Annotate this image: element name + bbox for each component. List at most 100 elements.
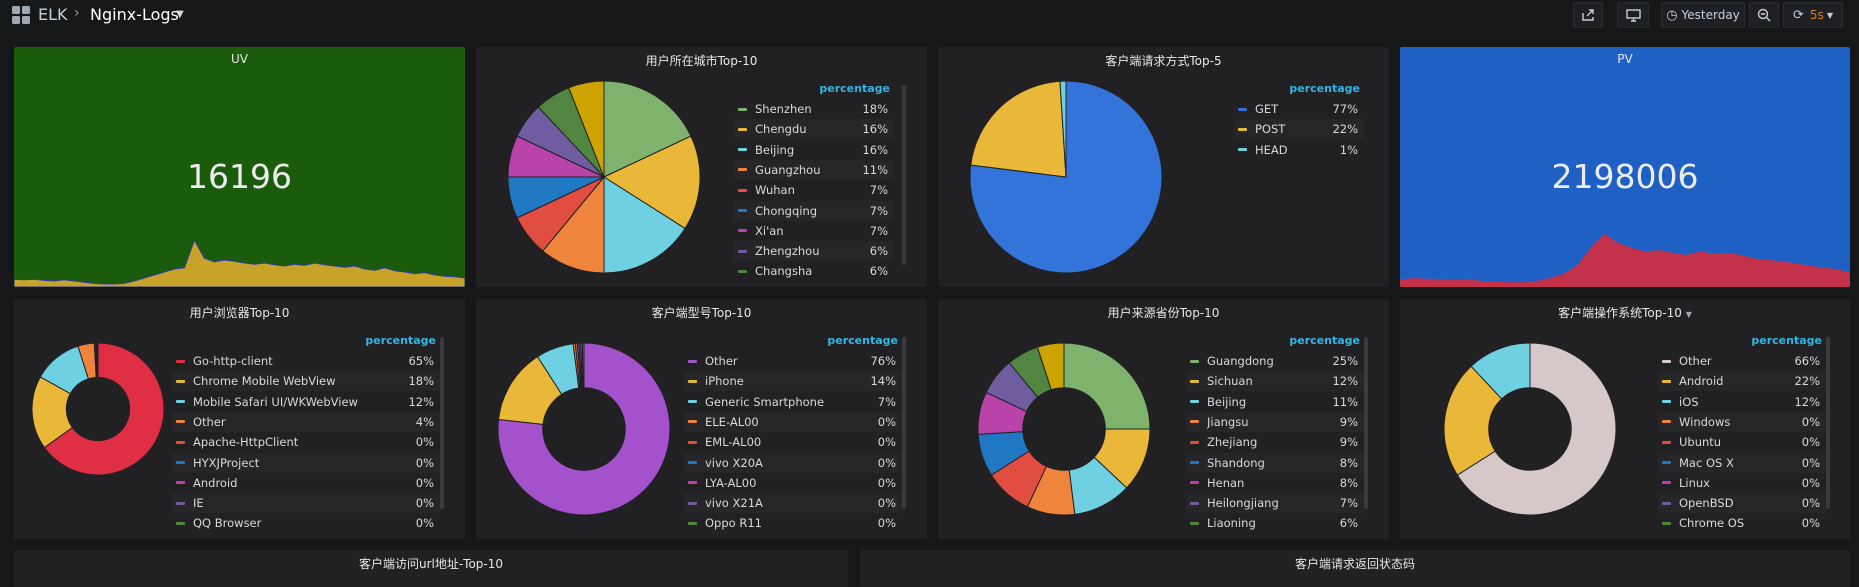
legend-scrollbar[interactable] [1826,337,1830,509]
legend-item[interactable]: Other 66% [1658,351,1826,371]
caret-down-icon: ▼ [1826,10,1833,20]
model-panel[interactable]: 客户端型号Top-10 percentage Other 76% iPhone 14% G… [476,299,927,539]
legend-item[interactable]: Mobile Safari UI/WKWebView 12% [172,392,440,412]
legend-item[interactable]: Android 0% [172,473,440,493]
legend-value: 22% [1332,122,1358,137]
legend-scrollbar[interactable] [902,85,906,265]
legend-item[interactable]: Heilongjiang 7% [1186,493,1364,514]
legend-item[interactable]: Windows 0% [1658,411,1826,432]
legend-item[interactable]: QQ Browser 0% [172,513,440,533]
legend-item[interactable]: Chrome Mobile WebView 18% [172,371,440,392]
refresh-interval[interactable]: 5s [1809,8,1824,22]
legend-item[interactable]: LYA-AL00 0% [684,473,902,493]
legend-item[interactable]: Guangzhou 11% [734,159,894,180]
legend-header[interactable]: percentage [827,334,898,347]
province-panel[interactable]: 用户来源省份Top-10 percentage Guangdong 25% Sichu… [938,299,1389,539]
slice-beijing[interactable] [603,176,686,274]
legend-item[interactable]: Zhejiang 9% [1186,432,1364,452]
legend-item[interactable]: Changsha 6% [734,261,894,281]
browser-panel[interactable]: 用户浏览器Top-10 percentage Go-http-client 65% C… [14,299,465,539]
legend-scrollbar[interactable] [440,337,444,509]
legend-item[interactable]: Beijing 16% [734,140,894,160]
pv-panel[interactable]: PV 2198006 [1400,47,1850,287]
legend-header[interactable]: percentage [1289,82,1360,95]
legend-item[interactable]: iPhone 14% [684,371,902,392]
legend-item[interactable]: Xi'an 7% [734,221,894,241]
slice-ios[interactable] [1470,342,1531,400]
legend-item[interactable]: HEAD 1% [1234,140,1364,160]
legend-item[interactable]: Other 4% [172,411,440,432]
legend-item[interactable]: Henan 8% [1186,473,1364,493]
slice-other[interactable] [497,342,671,516]
slice-go-http-client[interactable] [43,342,165,476]
caret-down-icon[interactable]: ▼ [176,9,184,20]
legend-item[interactable]: POST 22% [1234,119,1364,140]
slice-post[interactable] [970,80,1067,178]
legend-header[interactable]: percentage [1289,334,1360,347]
slice-other[interactable] [1456,342,1617,516]
legend-item[interactable]: ELE-AL00 0% [684,411,902,432]
slice-android[interactable] [1443,365,1503,476]
slice-shenzhen[interactable] [603,80,692,178]
legend-item[interactable]: HYXJProject 0% [172,452,440,473]
legend-item[interactable]: Other 76% [684,351,902,371]
legend-scrollbar[interactable] [1364,337,1368,509]
legend-item[interactable]: Oppo R11 0% [684,513,902,533]
os-panel[interactable]: 客户端操作系统Top-10 ▼ percentage Other 66% Androi… [1400,299,1850,539]
legend-item[interactable]: Wuhan 7% [734,180,894,200]
status-panel[interactable]: 客户端请求返回状态码 [860,550,1850,587]
legend-scrollbar[interactable] [902,337,906,509]
legend-item[interactable]: Liaoning 6% [1186,513,1364,533]
legend-item[interactable]: EML-AL00 0% [684,432,902,452]
legend-item[interactable]: Chongqing 7% [734,200,894,221]
legend-value: 8% [1339,455,1358,470]
zoom-out-button[interactable] [1749,2,1779,28]
slice-oppo-r11[interactable] [581,342,585,389]
caret-down-icon[interactable]: ▼ [1685,310,1692,319]
legend-item[interactable]: Shandong 8% [1186,452,1364,473]
legend-item[interactable]: Jiangsu 9% [1186,411,1364,432]
slice-chengdu[interactable] [602,135,701,230]
dashboard-title[interactable]: Nginx-Logs [90,5,179,24]
slice-guangzhou[interactable] [542,175,605,274]
legend-value: 11% [1332,394,1358,409]
method-panel[interactable]: 客户端请求方式Top-5 percentage GET 77% POST 22% HEAD… [938,47,1389,287]
breadcrumb-folder[interactable]: ELK [38,5,68,24]
slice-head[interactable] [1059,80,1067,178]
legend-item[interactable]: Shenzhen 18% [734,99,894,119]
uv-panel[interactable]: UV 16196 [14,47,465,287]
legend-item[interactable]: vivo X20A 0% [684,452,902,473]
city-panel[interactable]: 用户所在城市Top-10 percentage Shenzhen 18% Chengd… [476,47,927,287]
legend-item[interactable]: Sichuan 12% [1186,371,1364,392]
share-button[interactable] [1573,2,1603,28]
refresh-button[interactable]: ⟳ 5s ▼ [1783,2,1843,28]
legend-item[interactable]: Beijing 11% [1186,392,1364,412]
legend-item[interactable]: OpenBSD 0% [1658,493,1826,514]
legend-header[interactable]: percentage [365,334,436,347]
legend-item[interactable]: Linux 0% [1658,473,1826,493]
method-pie-chart [969,80,1163,274]
url-panel[interactable]: 客户端访问url地址-Top-10 [14,550,848,587]
legend-item[interactable]: Android 22% [1658,371,1826,392]
legend-item[interactable]: GET 77% [1234,99,1364,119]
slice-other-9[interactable] [568,80,605,178]
legend-item[interactable]: Chengdu 16% [734,119,894,140]
slice-other-9[interactable] [1036,342,1065,391]
legend-item[interactable]: Go-http-client 65% [172,351,440,371]
legend-item[interactable]: Apache-HttpClient 0% [172,432,440,452]
legend-header[interactable]: percentage [1751,334,1822,347]
tv-mode-button[interactable] [1617,2,1649,28]
legend-item[interactable]: vivo X21A 0% [684,493,902,514]
legend-item[interactable]: Generic Smartphone 7% [684,392,902,412]
legend-item[interactable]: iOS 12% [1658,392,1826,412]
legend-item[interactable]: Zhengzhou 6% [734,241,894,262]
apps-grid-icon[interactable] [12,6,30,24]
legend-item[interactable]: Mac OS X 0% [1658,452,1826,473]
time-picker-button[interactable]: ◷ Yesterday [1661,2,1745,28]
legend-item[interactable]: Chrome OS 0% [1658,513,1826,533]
legend-item[interactable]: IE 0% [172,493,440,514]
legend-header[interactable]: percentage [819,82,890,95]
legend-item[interactable]: Guangdong 25% [1186,351,1364,371]
legend-item[interactable]: Ubuntu 0% [1658,432,1826,452]
slice-guangdong[interactable] [1063,342,1151,430]
